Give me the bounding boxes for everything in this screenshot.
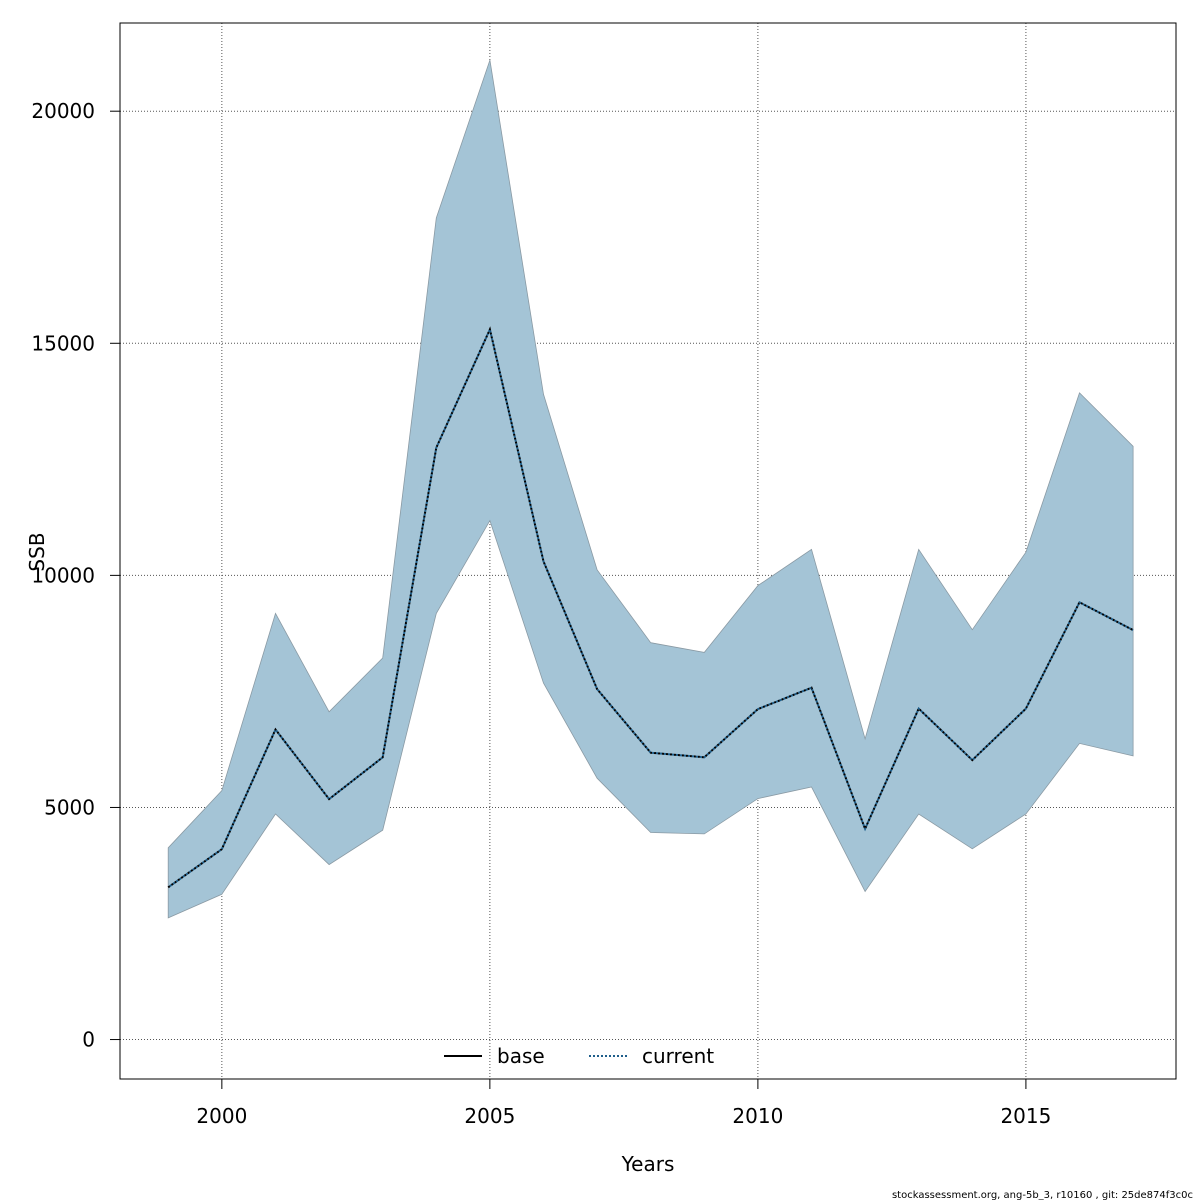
y-tick-label-10000: 10000 [31, 563, 95, 587]
y-tick-label-0: 0 [82, 1028, 95, 1052]
plot-frame [119, 22, 1177, 1080]
legend: base current [444, 1044, 714, 1068]
y-tick-label-15000: 15000 [31, 331, 95, 355]
x-tick-label-2005: 2005 [464, 1104, 515, 1128]
confidence-band [167, 59, 1134, 919]
current-series-line [167, 326, 1134, 889]
y-axis-title: SSB [25, 532, 49, 571]
x-tick-label-2000: 2000 [196, 1104, 247, 1128]
x-axis-title: Years [621, 1152, 675, 1176]
y-tick-label-20000: 20000 [31, 99, 95, 123]
legend-current-label: current [642, 1044, 714, 1068]
grid-lines [120, 23, 1176, 1079]
current-line [167, 326, 1134, 889]
axis-ticks: 2000 2005 2010 2015 0 5000 10000 15000 20000 [31, 99, 1051, 1128]
legend-base-label: base [497, 1044, 545, 1068]
footer-text: stockassessment.org, ang-5b_3, r10160 , … [892, 1190, 1193, 1200]
y-tick-label-5000: 5000 [44, 795, 95, 819]
x-tick-label-2015: 2015 [1000, 1104, 1051, 1128]
x-tick-label-2010: 2010 [732, 1104, 783, 1128]
